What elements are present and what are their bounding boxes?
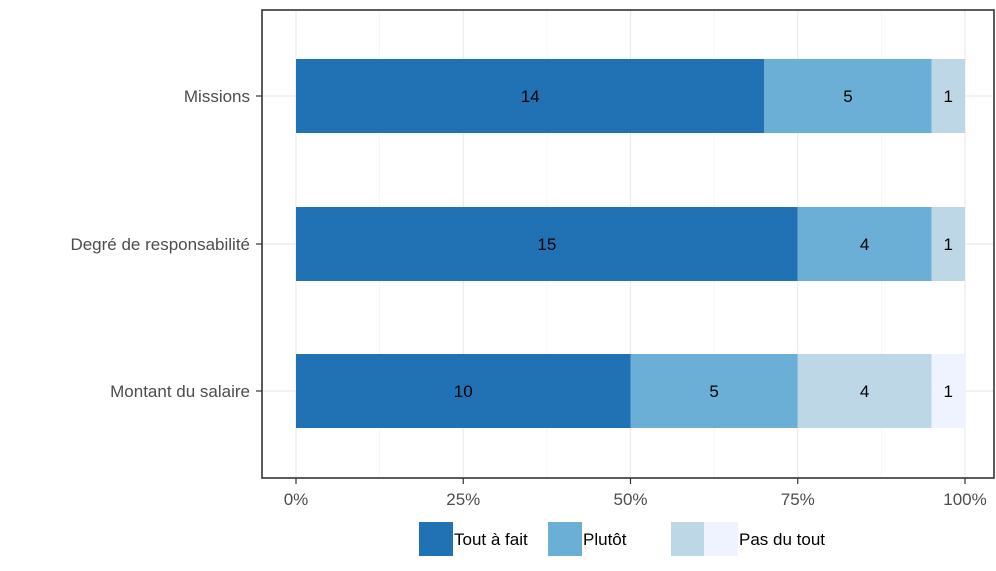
category-axis: Missions Degré de responsabilité Montant d… — [70, 87, 262, 401]
bar-segment — [931, 207, 965, 281]
legend-key — [548, 522, 582, 556]
legend-label: Plutôt — [583, 530, 627, 549]
category-label: Degré de responsabilité — [70, 235, 250, 254]
legend-label: Pas du tout — [739, 530, 825, 549]
x-tick-label: 100% — [943, 490, 986, 509]
legend-key — [419, 522, 453, 556]
x-tick-label: 25% — [446, 490, 480, 509]
bar-segment — [931, 59, 965, 133]
legend: Tout à faitPlutôtPeuPas du tout — [419, 522, 825, 556]
x-tick-label: 0% — [284, 490, 309, 509]
legend-label: Tout à fait — [454, 530, 528, 549]
bar-segment — [296, 207, 798, 281]
legend-key — [671, 522, 705, 556]
bar-segment — [931, 354, 965, 428]
data-label: 4 — [860, 235, 869, 254]
data-label: 1 — [944, 235, 953, 254]
data-label: 5 — [709, 382, 718, 401]
legend-key — [704, 522, 738, 556]
bar-segment — [797, 354, 932, 428]
bar-segment — [630, 354, 798, 428]
data-label: 1 — [944, 87, 953, 106]
bar-segment — [296, 59, 765, 133]
bar-segment — [296, 354, 631, 428]
data-label: 5 — [843, 87, 852, 106]
x-tick-label: 50% — [613, 490, 647, 509]
data-label: 15 — [537, 235, 556, 254]
data-label: 14 — [521, 87, 540, 106]
data-label: 10 — [454, 382, 473, 401]
category-label: Missions — [184, 87, 250, 106]
data-label: 1 — [944, 382, 953, 401]
bar-layer: 14 5 1 15 4 1 10 5 4 1 — [296, 59, 965, 428]
bar-segment — [797, 207, 932, 281]
category-label: Montant du salaire — [110, 382, 250, 401]
data-label: 4 — [860, 382, 869, 401]
bar-segment — [764, 59, 932, 133]
x-tick-label: 75% — [781, 490, 815, 509]
x-axis: 0% 25% 50% 75% 100% — [284, 478, 987, 509]
